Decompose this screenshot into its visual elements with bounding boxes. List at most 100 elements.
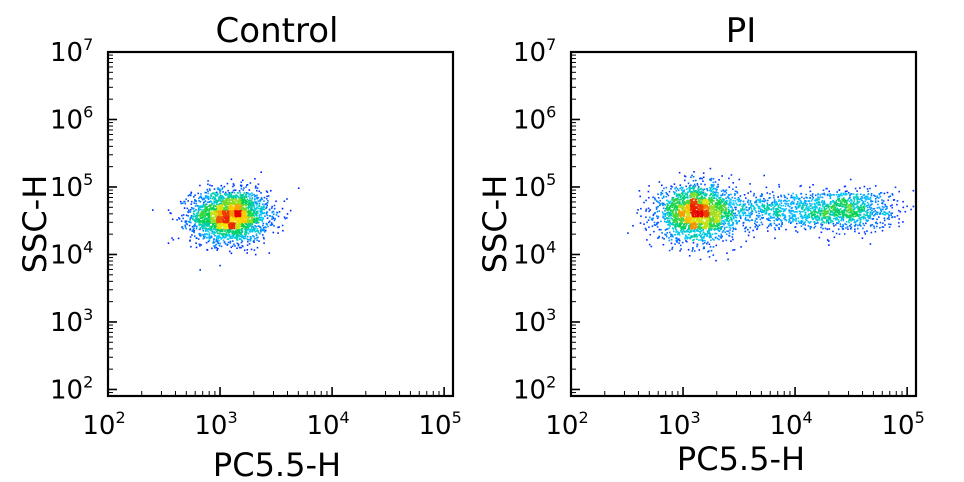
- data-point: [818, 236, 821, 239]
- data-point: [252, 204, 255, 206]
- data-point: [797, 197, 799, 199]
- data-point: [199, 223, 202, 225]
- data-point: [856, 220, 858, 222]
- data-point: [694, 190, 697, 192]
- data-point: [239, 224, 242, 226]
- data-point: [810, 200, 813, 202]
- data-point: [253, 220, 256, 223]
- data-point: [263, 228, 265, 231]
- data-point: [668, 221, 671, 224]
- plot-area: [152, 171, 300, 271]
- data-point: [690, 191, 692, 193]
- data-point: [216, 222, 219, 225]
- data-point: [249, 225, 251, 227]
- data-point: [236, 194, 238, 197]
- data-point: [803, 204, 806, 207]
- data-point: [700, 190, 703, 193]
- data-point: [849, 218, 852, 221]
- data-point: [755, 223, 757, 226]
- data-point: [792, 218, 794, 220]
- data-point: [770, 205, 773, 207]
- data-point: [869, 198, 872, 200]
- data-point: [798, 197, 801, 200]
- data-point: [776, 202, 778, 205]
- data-point: [879, 212, 882, 214]
- data-point: [226, 203, 229, 205]
- data-point: [250, 212, 252, 215]
- data-point: [778, 228, 780, 230]
- data-point: [219, 242, 221, 245]
- data-point: [742, 209, 745, 211]
- data-point: [758, 224, 761, 226]
- data-point: [208, 219, 210, 222]
- x-tick-label: 103: [194, 408, 237, 441]
- data-point: [653, 224, 656, 226]
- data-point: [225, 218, 228, 221]
- data-point: [214, 247, 216, 249]
- data-point: [814, 204, 816, 206]
- data-point: [829, 214, 832, 216]
- data-point: [693, 186, 696, 188]
- data-point: [666, 235, 668, 238]
- data-point: [876, 225, 878, 228]
- data-point: [688, 236, 690, 239]
- data-point: [217, 241, 219, 244]
- data-point: [657, 205, 659, 208]
- data-point: [696, 229, 699, 231]
- data-point: [189, 194, 192, 197]
- data-point: [813, 221, 816, 223]
- data-point: [723, 221, 725, 223]
- data-point: [260, 209, 262, 211]
- data-point: [237, 225, 239, 227]
- data-point: [248, 221, 250, 224]
- data-point: [247, 228, 250, 230]
- data-point: [201, 198, 204, 201]
- data-point: [782, 213, 784, 215]
- data-point: [208, 232, 211, 234]
- data-point: [817, 196, 819, 198]
- data-point: [842, 211, 845, 214]
- data-point: [224, 220, 227, 222]
- data-point: [225, 198, 227, 201]
- plot-area: [627, 167, 917, 262]
- data-point: [243, 199, 245, 201]
- data-point: [670, 217, 672, 219]
- data-point: [644, 227, 647, 230]
- data-point: [800, 214, 803, 216]
- data-point: [260, 210, 263, 213]
- data-point: [184, 200, 186, 203]
- data-point: [709, 178, 711, 181]
- data-point: [742, 224, 745, 227]
- data-point: [696, 195, 698, 197]
- data-point: [239, 218, 242, 221]
- data-point: [195, 246, 198, 249]
- data-point: [737, 198, 740, 200]
- data-point: [732, 182, 734, 184]
- data-point: [742, 212, 745, 215]
- data-point: [769, 223, 772, 225]
- data-point: [228, 234, 230, 237]
- data-point: [247, 225, 249, 227]
- data-point: [189, 218, 191, 221]
- data-point: [230, 178, 233, 181]
- data-point: [206, 221, 208, 223]
- data-point: [651, 225, 654, 228]
- data-point: [214, 205, 217, 207]
- data-point: [700, 230, 702, 232]
- data-point: [195, 214, 198, 217]
- data-point: [230, 199, 232, 201]
- data-point: [232, 195, 235, 197]
- data-point: [239, 231, 242, 234]
- data-point: [682, 203, 685, 205]
- data-point: [219, 225, 222, 228]
- data-point: [234, 208, 236, 211]
- data-point: [215, 243, 217, 246]
- data-point: [250, 225, 253, 228]
- data-point: [866, 214, 868, 217]
- data-point: [244, 218, 247, 221]
- data-point: [205, 230, 207, 232]
- data-point: [744, 212, 746, 215]
- data-point: [666, 199, 668, 202]
- data-point: [201, 223, 203, 226]
- data-point: [866, 202, 869, 204]
